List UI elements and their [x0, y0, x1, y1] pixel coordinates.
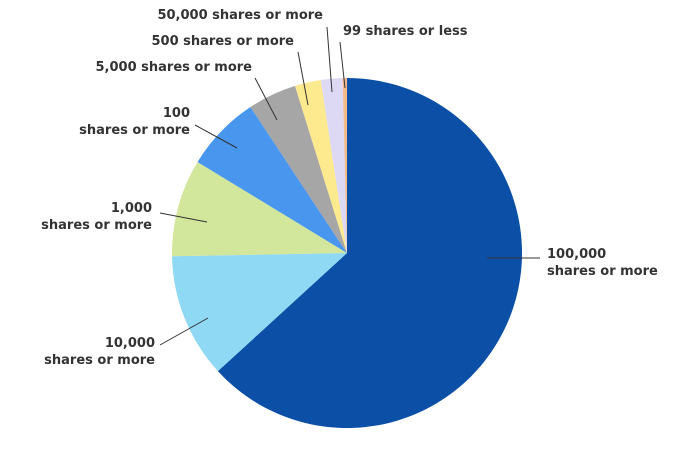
leader-line	[194, 124, 238, 149]
slice-label: 100 shares or more	[79, 106, 190, 138]
label-line: 100,000	[547, 247, 606, 262]
leader-line	[326, 26, 333, 93]
pie-slice	[295, 79, 347, 253]
label-line: 50,000 shares or more	[157, 8, 323, 23]
pie-slice	[217, 78, 523, 428]
slice-label: 99 shares or less	[343, 24, 468, 39]
leader-line	[297, 51, 309, 106]
leader-line	[254, 77, 278, 121]
label-line: 1,000	[111, 201, 152, 216]
pie-slice	[342, 78, 347, 253]
slice-label: 50,000 shares or more	[157, 8, 323, 23]
slice-label: 500 shares or more	[152, 34, 295, 49]
leader-line	[159, 317, 209, 346]
label-line: 500 shares or more	[152, 34, 295, 49]
leader-line	[339, 41, 346, 89]
leader-line	[159, 212, 208, 223]
label-line: 5,000 shares or more	[96, 60, 253, 75]
slice-label: 5,000 shares or more	[96, 60, 253, 75]
label-line: shares or more	[41, 218, 152, 233]
slice-label: 100,000 shares or more	[547, 247, 658, 279]
label-line: 99 shares or less	[343, 24, 468, 39]
pie-slice	[320, 78, 347, 253]
pie-slice	[197, 107, 347, 253]
slice-label: 10,000 shares or more	[44, 336, 155, 368]
label-line: shares or more	[44, 353, 155, 368]
pie-slice	[250, 85, 347, 253]
label-line: 100	[163, 106, 190, 121]
label-line: 10,000	[105, 336, 155, 351]
pie-slice	[172, 162, 347, 257]
label-line: shares or more	[547, 264, 658, 279]
slice-label: 1,000 shares or more	[41, 201, 152, 233]
label-line: shares or more	[79, 123, 190, 138]
pie-slice	[172, 253, 347, 372]
